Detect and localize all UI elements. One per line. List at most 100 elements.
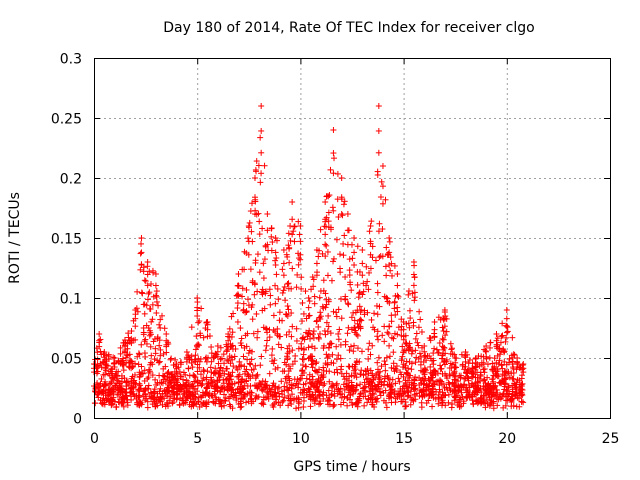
data-point (425, 397, 432, 404)
data-point (430, 367, 437, 374)
data-point (121, 348, 128, 355)
data-point (460, 400, 467, 407)
data-point (331, 155, 338, 162)
data-point (509, 388, 516, 395)
data-point (338, 296, 345, 303)
data-point (195, 355, 202, 362)
data-point (132, 336, 139, 343)
data-point (395, 375, 402, 382)
data-point (214, 343, 221, 349)
y-tick-label: 0.15 (51, 232, 82, 248)
data-point (345, 324, 352, 331)
data-point (299, 362, 306, 369)
data-point (159, 401, 166, 408)
data-point (113, 404, 120, 411)
data-point (117, 390, 124, 397)
data-point (484, 361, 491, 368)
data-point (113, 368, 120, 375)
data-point (499, 371, 506, 378)
data-point (311, 400, 318, 407)
data-point (346, 256, 353, 263)
data-point (309, 274, 316, 281)
data-point (195, 398, 202, 405)
data-point (287, 365, 294, 372)
data-point (299, 389, 306, 396)
data-point (449, 351, 456, 358)
data-point (148, 352, 155, 359)
data-point (128, 385, 135, 392)
data-point (147, 389, 154, 396)
data-point (320, 277, 327, 284)
data-point (283, 353, 290, 360)
data-point (367, 223, 374, 229)
data-point (147, 343, 154, 350)
data-point (483, 353, 490, 360)
data-point (297, 375, 304, 382)
data-point (258, 127, 265, 134)
grid-layer (94, 58, 610, 418)
data-point (491, 392, 498, 399)
data-point (412, 385, 419, 392)
data-point (338, 315, 345, 322)
data-point (438, 355, 445, 362)
data-point (123, 392, 130, 399)
data-point (194, 388, 201, 395)
data-point (383, 244, 390, 251)
data-point (359, 272, 366, 279)
data-point (253, 168, 260, 175)
data-point (509, 358, 516, 365)
data-point (307, 379, 314, 386)
data-point (196, 403, 203, 410)
data-point (420, 386, 427, 393)
data-point (262, 394, 269, 401)
data-point (155, 302, 162, 309)
data-point (231, 353, 238, 360)
data-point (293, 337, 300, 344)
data-point (258, 149, 265, 156)
data-point (345, 363, 352, 370)
data-point (417, 316, 424, 323)
data-point (502, 402, 509, 409)
data-point (415, 324, 422, 331)
data-point (324, 328, 331, 335)
data-point (157, 346, 164, 353)
data-point (169, 400, 176, 407)
data-point (422, 352, 429, 359)
data-point (346, 347, 353, 354)
data-point (325, 298, 332, 305)
data-point (416, 308, 423, 315)
data-point (221, 360, 228, 367)
data-point (360, 372, 367, 379)
data-point (316, 401, 323, 408)
data-point (173, 385, 180, 392)
data-point (224, 356, 231, 363)
data-point (480, 359, 487, 366)
data-point (516, 377, 523, 384)
data-point (128, 388, 135, 395)
data-point (285, 402, 292, 409)
data-point (144, 259, 151, 265)
data-point (428, 392, 435, 399)
data-point (258, 353, 265, 360)
data-point (313, 394, 320, 401)
data-point (471, 383, 478, 390)
data-point (430, 385, 437, 392)
data-point (194, 378, 201, 385)
data-point (202, 355, 209, 362)
data-point (281, 368, 288, 375)
data-point (376, 254, 383, 261)
data-point (214, 348, 221, 355)
data-point (328, 359, 335, 366)
data-point (441, 323, 448, 330)
data-point (216, 370, 223, 377)
data-point (144, 282, 151, 289)
data-point (441, 307, 448, 313)
data-point (443, 384, 450, 391)
data-point (360, 385, 367, 392)
data-point (239, 293, 246, 300)
data-point (349, 402, 356, 409)
data-point (173, 369, 180, 376)
data-point (101, 358, 108, 365)
data-point (299, 318, 306, 325)
data-point (270, 327, 277, 334)
